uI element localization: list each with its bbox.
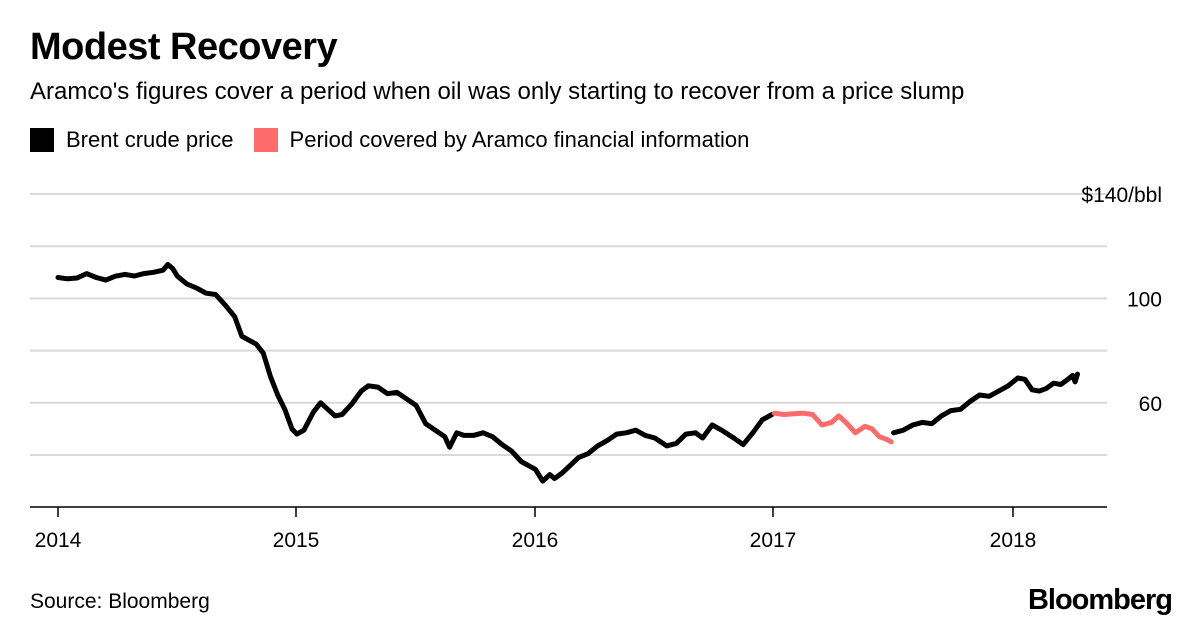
gridlines — [30, 193, 1107, 456]
x-tick-label-2017: 2017 — [750, 529, 797, 552]
legend-label-brent: Brent crude price — [66, 127, 234, 152]
x-tick-label-2018: 2018 — [990, 529, 1037, 552]
chart-title: Modest Recovery — [30, 26, 338, 68]
y-axis-labels: $140/bbl 100 60 — [1081, 184, 1162, 416]
source-note: Source: Bloomberg — [30, 590, 210, 613]
series-line-brent-0 — [55, 262, 775, 484]
legend-swatch-brent — [30, 128, 54, 152]
bloomberg-logo: Bloomberg — [1027, 584, 1173, 616]
y-tick-label-60: 60 — [1139, 393, 1162, 416]
x-tick-label-2014: 2014 — [35, 529, 82, 552]
legend-item-brent: Brent crude price — [30, 127, 234, 153]
legend-swatch-aramco-period — [253, 128, 278, 152]
x-tick-label-2016: 2016 — [512, 529, 559, 552]
y-tick-label-100: 100 — [1127, 288, 1162, 311]
x-tick-label-2015: 2015 — [273, 529, 320, 552]
series-line-aramco-period — [771, 410, 894, 445]
legend-label-aramco-period: Period covered by Aramco financial infor… — [289, 127, 750, 152]
series-line-brent-2 — [891, 371, 1080, 436]
series-lines — [55, 262, 1080, 484]
x-axis: 2014 2015 2016 2017 2018 — [30, 506, 1107, 552]
legend-item-aramco-period: Period covered by Aramco financial infor… — [253, 127, 750, 153]
chart-legend: Brent crude price Period covered by Aram… — [30, 127, 769, 153]
y-tick-label-140: $140/bbl — [1081, 184, 1162, 207]
chart-subtitle: Aramco's figures cover a period when oil… — [30, 78, 965, 105]
